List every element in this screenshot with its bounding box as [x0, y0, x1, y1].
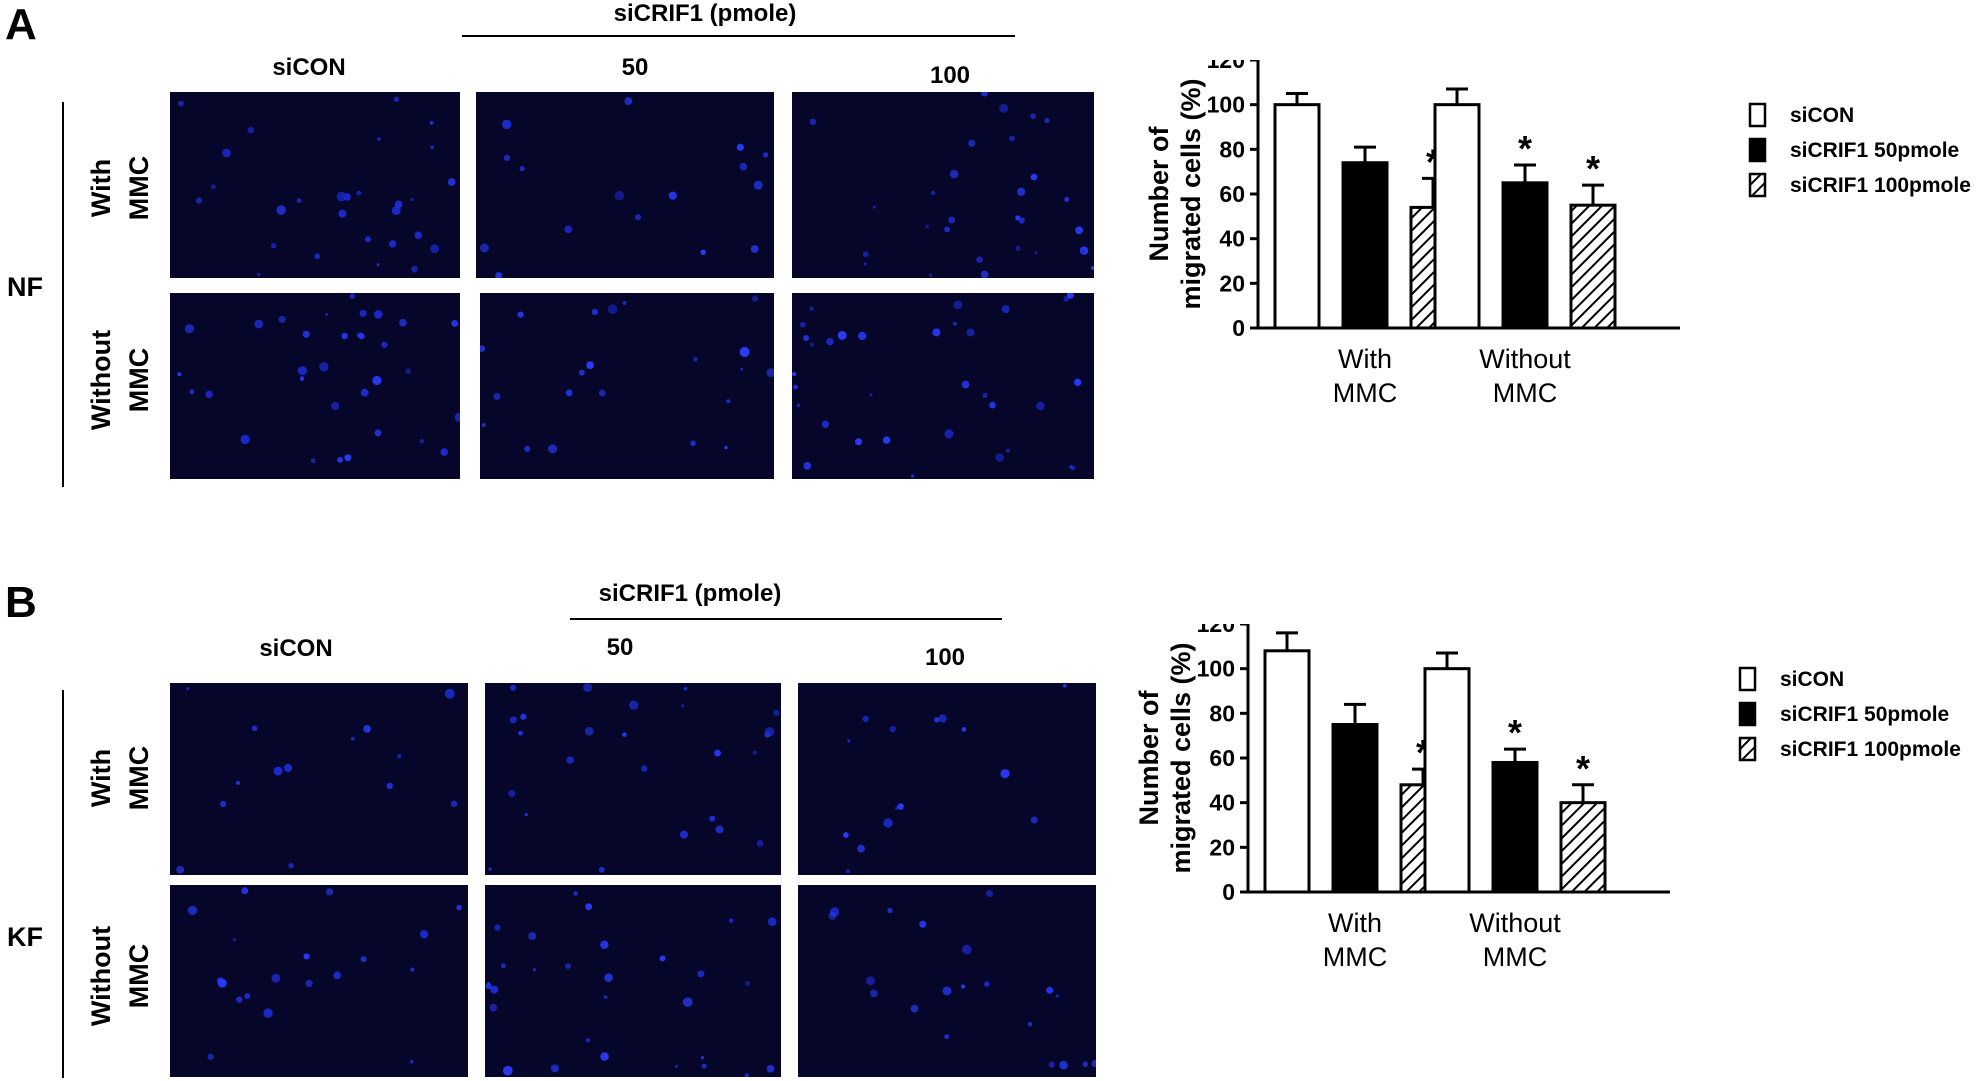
panel-b-col-header-50: 50 — [606, 634, 634, 661]
bar — [1263, 649, 1311, 894]
bar — [1501, 181, 1549, 330]
bar — [1331, 723, 1379, 894]
y-tick-label: 60 — [1219, 181, 1245, 207]
panel-a-group-line — [462, 35, 1015, 37]
significance-star: * — [1586, 148, 1600, 189]
y-tick-label: 120 — [1207, 60, 1245, 73]
y-tick-label: 40 — [1209, 790, 1235, 816]
panel-b-letter: B — [5, 578, 37, 627]
micrograph-a-with-sicon — [170, 92, 460, 278]
y-axis-label: Number ofmigrated cells (%) — [1134, 642, 1196, 873]
x-category-label: With MMC — [1323, 908, 1387, 972]
bar-chart-b: 0 20 40 60 80 100 120 Number ofmigrated cells (… — [1100, 624, 1982, 1074]
panel-a-col-header-50: 50 — [621, 54, 649, 81]
panel-b-col-header-sicon: siCON — [259, 635, 333, 662]
y-tick-label: 20 — [1209, 834, 1235, 860]
panel-a-row-label-without-mmc: Without MMC — [86, 329, 154, 431]
panel-b-sidebar-label: KF — [7, 922, 43, 952]
y-tick-label: 80 — [1209, 700, 1235, 726]
micrograph-b-without-100 — [798, 885, 1096, 1077]
bar-chart-a: 0 20 40 60 80 100 120 Number ofmigrated cells (… — [1110, 60, 1982, 500]
legend-label: siCRIF1 100pmole — [1780, 738, 1961, 761]
legend-label: siCRIF1 100pmole — [1790, 174, 1971, 197]
micrograph-b-with-100 — [798, 683, 1096, 875]
significance-star: * — [1576, 748, 1590, 789]
y-tick-label: 100 — [1207, 92, 1245, 118]
bar — [1569, 203, 1617, 330]
legend-label: siCON — [1790, 104, 1854, 127]
panel-a-group-header: siCRIF1 (pmole) — [613, 0, 797, 27]
bar — [1423, 667, 1471, 894]
y-tick-label: 80 — [1219, 136, 1245, 162]
micrograph-b-with-50 — [485, 683, 781, 875]
y-tick-label: 40 — [1219, 226, 1245, 252]
panel-a-col-header-100: 100 — [929, 62, 971, 89]
legend-label: siCRIF1 50pmole — [1790, 139, 1959, 162]
bar — [1433, 103, 1481, 330]
micrograph-a-without-50 — [480, 293, 774, 479]
panel-b-col-header-100: 100 — [924, 644, 966, 671]
significance-star: * — [1508, 712, 1522, 753]
legend-swatch — [1738, 666, 1757, 692]
legend-label: siCON — [1780, 668, 1844, 691]
y-tick-label: 120 — [1197, 624, 1235, 637]
micrograph-b-without-50 — [485, 885, 781, 1077]
panel-b-group-header: siCRIF1 (pmole) — [598, 580, 782, 607]
x-category-label: Without MMC — [1469, 908, 1561, 972]
micrograph-b-with-sicon — [170, 683, 468, 875]
legend-swatch — [1738, 701, 1757, 727]
panel-b-group-line — [570, 618, 1002, 620]
panel-b-row-label-without-mmc: Without MMC — [86, 925, 154, 1027]
panel-a-row-label-with-mmc: With MMC — [86, 155, 154, 221]
micrograph-a-without-100 — [792, 293, 1094, 479]
panel-b-row-label-with-mmc: With MMC — [86, 745, 154, 811]
micrograph-a-with-50 — [476, 92, 774, 278]
y-tick-label: 60 — [1209, 745, 1235, 771]
x-category-label: With MMC — [1333, 344, 1397, 408]
significance-star: * — [1518, 128, 1532, 169]
legend-swatch — [1738, 736, 1757, 762]
bar — [1491, 760, 1539, 894]
y-axis-label: Number ofmigrated cells (%) — [1144, 78, 1206, 309]
legend-swatch — [1748, 137, 1767, 163]
y-tick-label: 20 — [1219, 270, 1245, 296]
y-tick-label: 0 — [1222, 879, 1235, 905]
micrograph-a-without-sicon — [170, 293, 460, 479]
x-category-label: Without MMC — [1479, 344, 1571, 408]
panel-b-sidebar-line — [62, 690, 64, 1078]
legend-swatch — [1748, 102, 1767, 128]
panel-a-sidebar-line — [62, 102, 64, 487]
micrograph-b-without-sicon — [170, 885, 468, 1077]
legend-swatch — [1748, 172, 1767, 198]
legend-label: siCRIF1 50pmole — [1780, 703, 1949, 726]
bar — [1559, 801, 1607, 894]
panel-a-sidebar-label: NF — [7, 272, 43, 302]
micrograph-a-with-100 — [792, 92, 1094, 278]
y-tick-label: 0 — [1232, 315, 1245, 341]
panel-a-col-header-sicon: siCON — [272, 54, 346, 81]
y-tick-label: 100 — [1197, 656, 1235, 682]
panel-a-letter: A — [5, 0, 37, 49]
bar — [1341, 161, 1389, 330]
bar — [1273, 103, 1321, 330]
